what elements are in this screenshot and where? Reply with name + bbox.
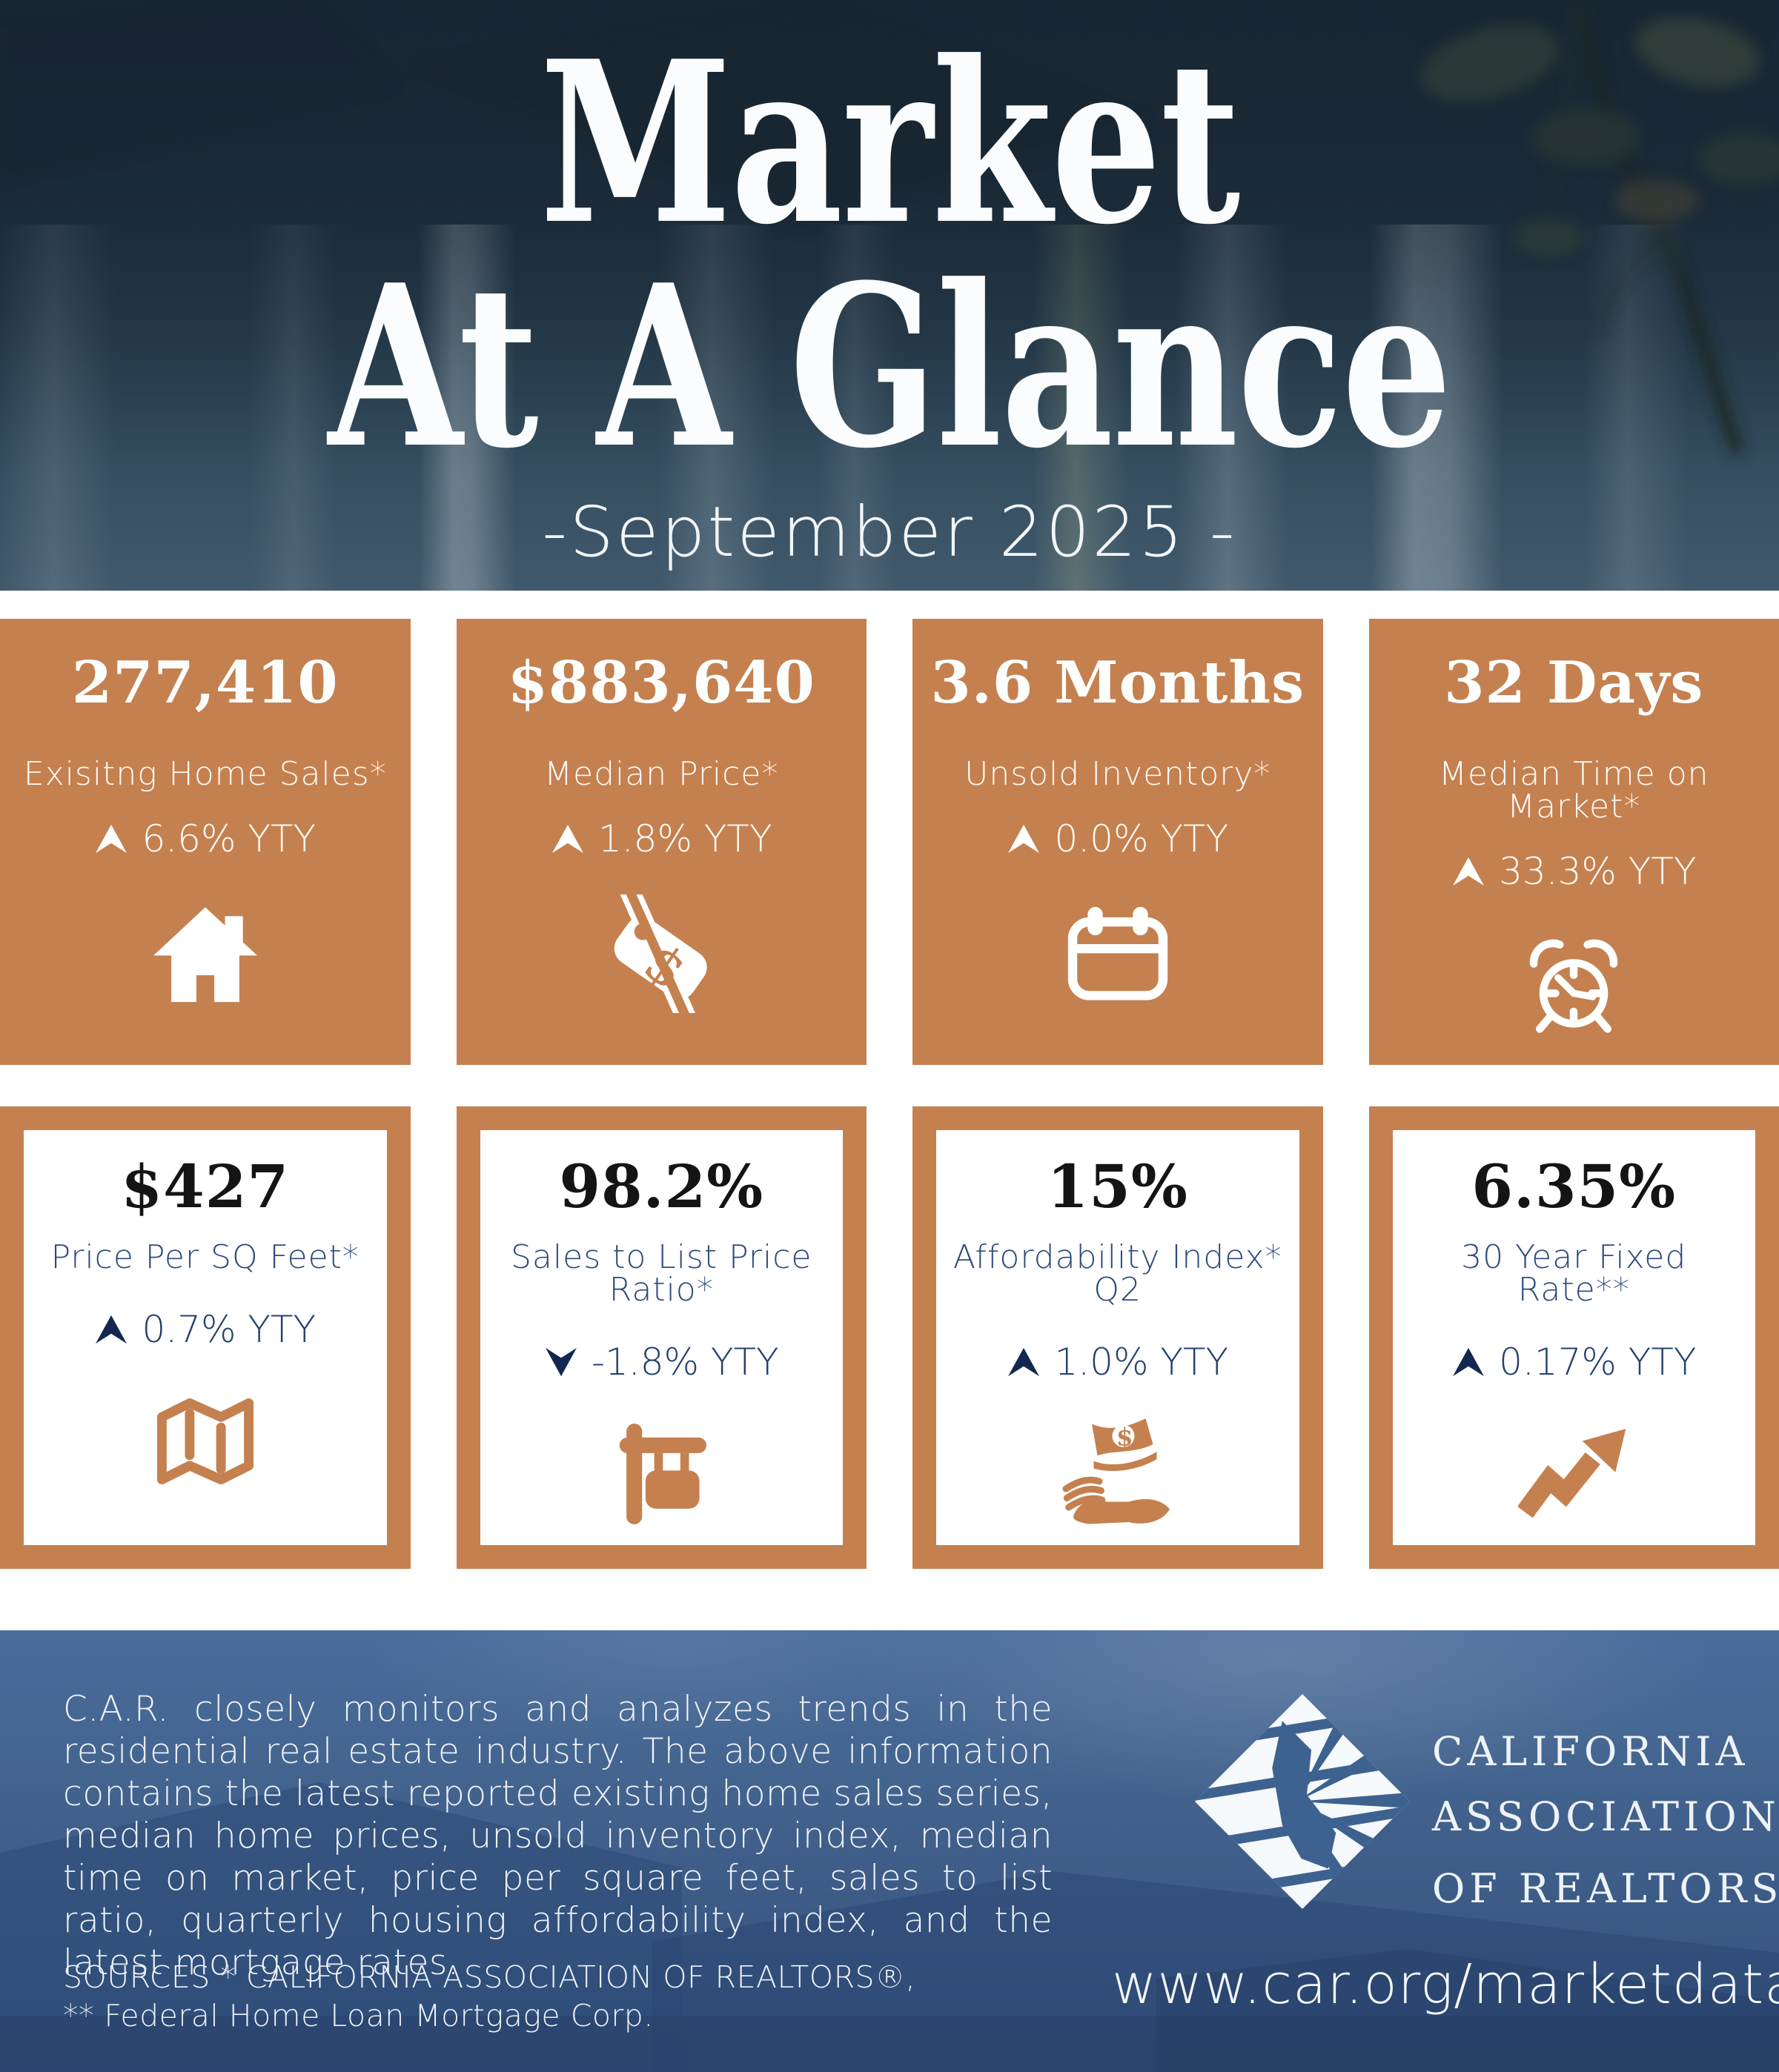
stat-value: 15% [1047,1152,1188,1221]
stat-value: $883,640 [507,649,815,717]
stat-card-median-price: $883,640 Median Price* 1.8% YTY $ [456,619,867,1065]
price-tag-icon: $ [614,894,707,1013]
footer-sources-line1: SOURCES * CALIFORNIA ASSOCIATION OF REAL… [63,1959,916,1995]
trend-up-icon [96,824,127,854]
report-month: -September 2025 - [542,492,1237,573]
stat-card-existing-home-sales: 277,410 Exisitng Home Sales* 6.6% YTY [0,619,411,1065]
trend-value: 1.0% YTY [1054,1341,1229,1384]
car-logo-wordmark: CALIFORNIA ASSOCIATION OF REALTORS® [1432,1719,1779,1922]
alarm-clock-icon [1530,939,1618,1033]
stat-trend: 33.3% YTY [1451,853,1696,890]
trend-up-icon [1008,824,1040,854]
rooftops-photo-backdrop [0,1782,1779,2072]
stat-icon-box [606,1415,717,1533]
stat-trend: 6.6% YTY [94,820,316,857]
stat-label: Median Time on Market* [1439,755,1709,826]
money-hand-icon: $ [1062,1418,1170,1524]
stat-label: Median Price* [544,755,779,793]
trend-up-icon [96,1315,127,1344]
stat-card-unsold-inventory: 3.6 Months Unsold Inventory* 0.0% YTY [912,619,1323,1065]
footer-sources-line2: ** Federal Home Loan Mortgage Corp. [63,1998,654,2033]
stat-value: 98.2% [559,1152,764,1221]
marketdata-url-link[interactable]: www.car.org/marketdata [1112,1953,1779,2016]
stat-value: 6.35% [1471,1152,1677,1221]
calendar-icon [1067,906,1167,1000]
trend-down-icon [545,1347,577,1377]
for-sale-sign-icon [620,1424,707,1524]
trend-up-icon [1453,1347,1485,1377]
trend-value: 0.17% YTY [1499,1341,1697,1384]
stat-trend: 0.17% YTY [1451,1344,1696,1381]
stat-trend: 1.8% YTY [551,820,772,857]
stat-icon-box [150,1382,261,1501]
blurred-house-light-bands [0,224,1779,591]
stat-value: $427 [121,1152,290,1221]
stat-trend: -1.8% YTY [544,1344,779,1381]
header-hero: Market At A Glance -September 2025 - [0,0,1779,591]
stat-row-top: 277,410 Exisitng Home Sales* 6.6% YTY $8… [0,619,1779,1065]
svg-text:$: $ [1116,1422,1133,1451]
stat-trend: 0.7% YTY [94,1311,316,1348]
trend-value: 6.6% YTY [142,817,317,860]
stat-card-sales-to-list-price-ratio: 98.2% Sales to List Price Ratio* -1.8% Y… [456,1106,867,1569]
trend-value: 33.3% YTY [1499,850,1697,893]
footer: C.A.R. closely monitors and analyzes tre… [0,1630,1779,2072]
title-block: Market At A Glance -September 2025 - [0,31,1779,574]
stat-card-30-year-fixed-rate: 6.35% 30 Year Fixed Rate** 0.17% YTY [1368,1106,1779,1569]
stat-icon-box [146,898,265,1009]
trend-value: 0.7% YTY [142,1308,317,1351]
footer-sources: SOURCES * CALIFORNIA ASSOCIATION OF REAL… [63,1958,915,2035]
stat-icon-box: $ [1059,1415,1177,1533]
page-title-line2: At A Glance [328,236,1452,497]
trend-value: 0.0% YTY [1054,817,1229,860]
stat-card-median-time-on-market: 32 Days Median Time on Market* 33.3% YTY [1368,619,1779,1065]
stat-trend: 1.0% YTY [1007,1344,1228,1381]
stat-card-affordability-index: 15% Affordability Index* Q2 1.0% YTY $ [912,1106,1323,1569]
stat-value: 3.6 Months [930,649,1305,717]
logo-line-association: ASSOCIATION [1432,1793,1779,1840]
page-title-line1: Market [540,12,1240,273]
stat-value: 32 Days [1444,649,1704,717]
house-icon [153,907,257,1003]
trend-up-icon [1008,1347,1040,1377]
map-icon [156,1398,254,1485]
stat-label: Unsold Inventory* [964,755,1271,793]
stat-icon-box: $ [602,894,720,1013]
stat-label: 30 Year Fixed Rate** [1461,1238,1687,1309]
footer-description: C.A.R. closely monitors and analyzes tre… [63,1689,1053,1983]
stat-value: 277,410 [71,649,339,717]
stat-card-price-per-sq-feet: $427 Price Per SQ Feet* 0.7% YTY [0,1106,411,1569]
stat-label: Exisitng Home Sales* [23,755,387,793]
stat-trend: 0.0% YTY [1007,820,1228,857]
logo-line-california: CALIFORNIA [1432,1728,1749,1775]
header-dark-overlay [0,0,1779,591]
stat-row-bottom: $427 Price Per SQ Feet* 0.7% YTY 98.2% S… [0,1106,1779,1569]
trend-up-icon [1453,857,1485,886]
trend-value: 1.8% YTY [597,817,772,860]
stat-icon-box [1518,931,1629,1042]
trend-value: -1.8% YTY [591,1341,779,1384]
stat-icon-box [1518,1415,1629,1533]
trend-up-icon [551,824,583,854]
trend-up-arrow-icon [1518,1429,1626,1518]
car-diamond-logo-icon [1195,1694,1410,1909]
stat-icon-box [1062,898,1173,1009]
logo-line-of-realtors: OF REALTORS® [1432,1865,1779,1912]
stat-label: Price Per SQ Feet* [50,1238,360,1276]
stat-label: Affordability Index* Q2 [953,1238,1282,1309]
stat-label: Sales to List Price Ratio* [511,1238,812,1309]
house-photo-backdrop [0,0,1779,455]
